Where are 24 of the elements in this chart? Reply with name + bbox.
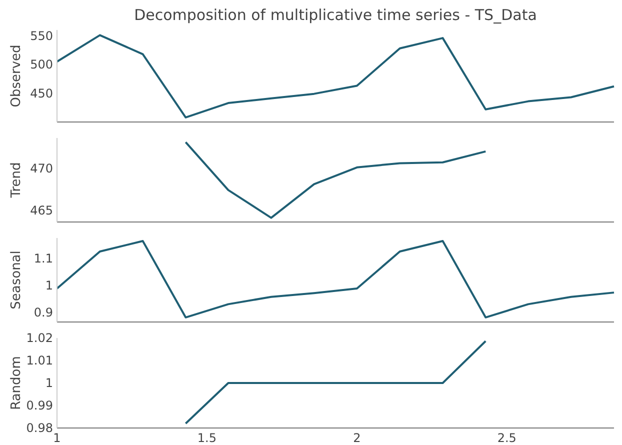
y-axis-title: Seasonal xyxy=(9,250,24,310)
line-series xyxy=(56,34,615,118)
y-tick-label: 465 xyxy=(30,203,53,218)
y-tick-label: 500 xyxy=(30,58,53,72)
x-tick-label: 2.5 xyxy=(497,431,516,445)
y-tick-label: 1.01 xyxy=(26,354,53,368)
y-tick-label: 0.98 xyxy=(26,421,53,436)
x-tick-label: 2 xyxy=(353,431,361,445)
line-series xyxy=(56,240,615,318)
line-series xyxy=(184,141,487,219)
y-tick-label: 1.1 xyxy=(34,251,53,266)
y-axis-title: Random xyxy=(9,356,24,410)
y-tick-label: 470 xyxy=(30,161,53,176)
y-axis-title: Trend xyxy=(9,162,24,199)
y-tick-label: 1.02 xyxy=(26,331,53,346)
y-tick-label: 1 xyxy=(45,278,53,292)
y-tick-label: 0.99 xyxy=(26,398,53,413)
chart-title: Decomposition of multiplicative time series - TS_Data xyxy=(134,6,537,24)
x-tick-label: 1.5 xyxy=(197,431,217,445)
y-tick-label: 450 xyxy=(30,86,53,100)
y-tick-label: 1 xyxy=(45,376,53,390)
y-axis-title: Observed xyxy=(9,44,24,108)
y-tick-label: 550 xyxy=(30,28,53,43)
y-tick-label: 0.9 xyxy=(34,305,53,320)
